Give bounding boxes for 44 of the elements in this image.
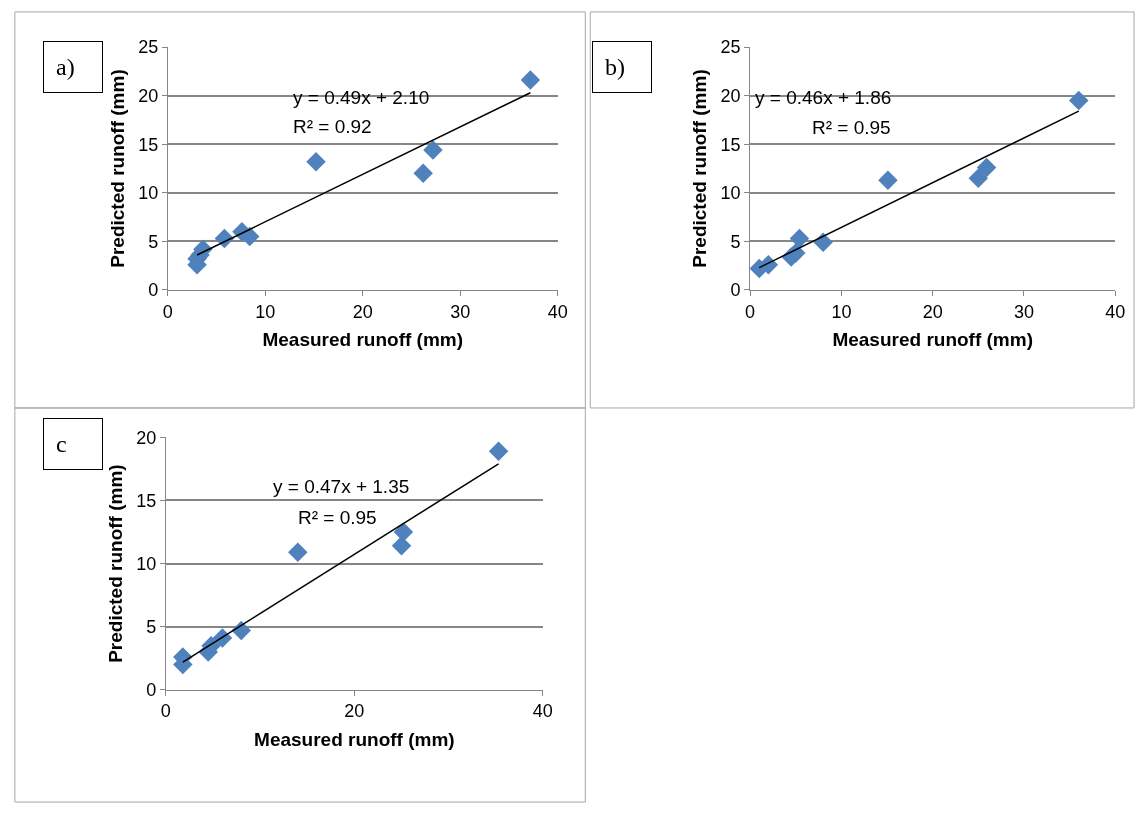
x-tick-label: 10 [255,301,276,322]
y-tick-label: 0 [146,680,157,701]
y-tick-label: 10 [138,183,159,204]
x-tick-label: 40 [547,301,568,322]
y-tick-label: 20 [136,427,157,448]
y-tick-label: 15 [138,134,159,155]
x-axis-title: Measured runoff (mm) [262,329,464,351]
y-tick-label: 10 [720,183,741,204]
y-tick-label: 25 [138,37,159,58]
y-tick-label: 5 [148,231,159,252]
y-tick-label: 15 [136,490,157,511]
x-tick-label: 30 [450,301,471,322]
annotation: y = 0.47x + 1.35 [273,476,410,497]
text: b) [605,54,625,80]
y-axis-title: Predicted runoff (mm) [107,69,129,268]
x-tick-label: 10 [831,301,852,322]
x-tick-label: 40 [532,701,553,722]
y-tick-label: 25 [720,37,741,58]
y-tick-label: 0 [730,280,741,301]
x-tick-label: 20 [352,301,373,322]
y-axis-title: Predicted runoff (mm) [105,464,127,663]
y-tick-label: 20 [720,85,741,106]
y-axis-title: Predicted runoff (mm) [689,69,711,268]
x-tick-label: 0 [162,301,173,322]
y-tick-label: 20 [138,85,159,106]
x-tick-label: 20 [922,301,943,322]
text: a) [56,54,75,80]
y-tick-label: 15 [720,134,741,155]
y-tick-label: 10 [136,553,157,574]
x-tick-label: 40 [1105,301,1126,322]
annotation: R² = 0.92 [293,116,372,137]
x-tick-label: 20 [344,701,365,722]
x-axis-title: Measured runoff (mm) [832,329,1033,351]
annotation: y = 0.49x + 2.10 [293,87,430,108]
y-tick-label: 5 [730,231,741,252]
y-tick-label: 0 [148,280,159,301]
text: c [56,431,67,457]
annotation: R² = 0.95 [298,507,377,528]
y-tick-label: 5 [146,617,157,638]
annotation: y = 0.46x + 1.86 [755,87,892,108]
x-axis-title: Measured runoff (mm) [254,729,455,751]
x-tick-label: 0 [745,301,756,322]
x-tick-label: 30 [1013,301,1034,322]
annotation: R² = 0.95 [812,117,891,138]
